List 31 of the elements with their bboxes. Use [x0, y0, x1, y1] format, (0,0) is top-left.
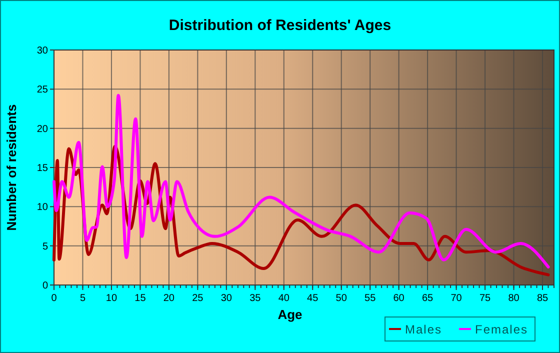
x-tick-label: 80	[508, 293, 520, 304]
x-tick-label: 40	[278, 293, 290, 304]
x-tick-label: 10	[106, 293, 118, 304]
x-axis-title: Age	[278, 307, 302, 322]
x-tick-label: 75	[479, 293, 492, 304]
x-tick-label: 20	[163, 293, 175, 304]
legend-label: Females	[475, 322, 528, 336]
x-tick-label: 0	[51, 293, 58, 304]
x-tick-label: 60	[393, 293, 405, 304]
x-tick-label: 5	[80, 293, 86, 304]
x-tick-label: 55	[364, 293, 376, 304]
y-tick-label: 5	[42, 241, 48, 252]
y-tick-label: 25	[36, 84, 48, 96]
x-tick-label: 50	[336, 293, 348, 304]
chart-title: Distribution of Residents' Ages	[168, 17, 392, 34]
y-tick-label: 30	[36, 46, 48, 56]
y-tick-label: 20	[36, 124, 48, 135]
legend-label: Males	[405, 322, 442, 336]
y-tick-label: 15	[36, 163, 48, 174]
line-series	[52, 94, 550, 268]
x-tick-label: 35	[250, 293, 262, 304]
x-tick-label: 65	[422, 293, 434, 304]
y-axis-title: Number of residents	[4, 104, 19, 231]
x-tick-label: 70	[450, 293, 462, 304]
x-tick-label: 25	[192, 293, 204, 304]
x-tick-label: 30	[220, 293, 232, 304]
x-tick-label: 45	[307, 293, 319, 304]
y-tick-label: 10	[36, 202, 48, 214]
x-tick-label: 15	[134, 293, 146, 304]
y-tick-label: 0	[42, 280, 48, 292]
x-tick-label: 85	[536, 293, 549, 304]
